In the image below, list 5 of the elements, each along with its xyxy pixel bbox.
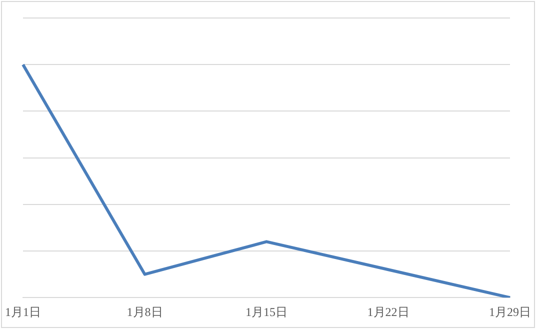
- x-tick-label: 1月8日: [126, 304, 163, 319]
- x-tick-label: 1月15日: [246, 304, 288, 319]
- x-tick-label: 1月22日: [367, 304, 410, 319]
- x-tick-label: 1月29日: [489, 304, 531, 319]
- x-tick-label: 1月1日: [5, 304, 41, 319]
